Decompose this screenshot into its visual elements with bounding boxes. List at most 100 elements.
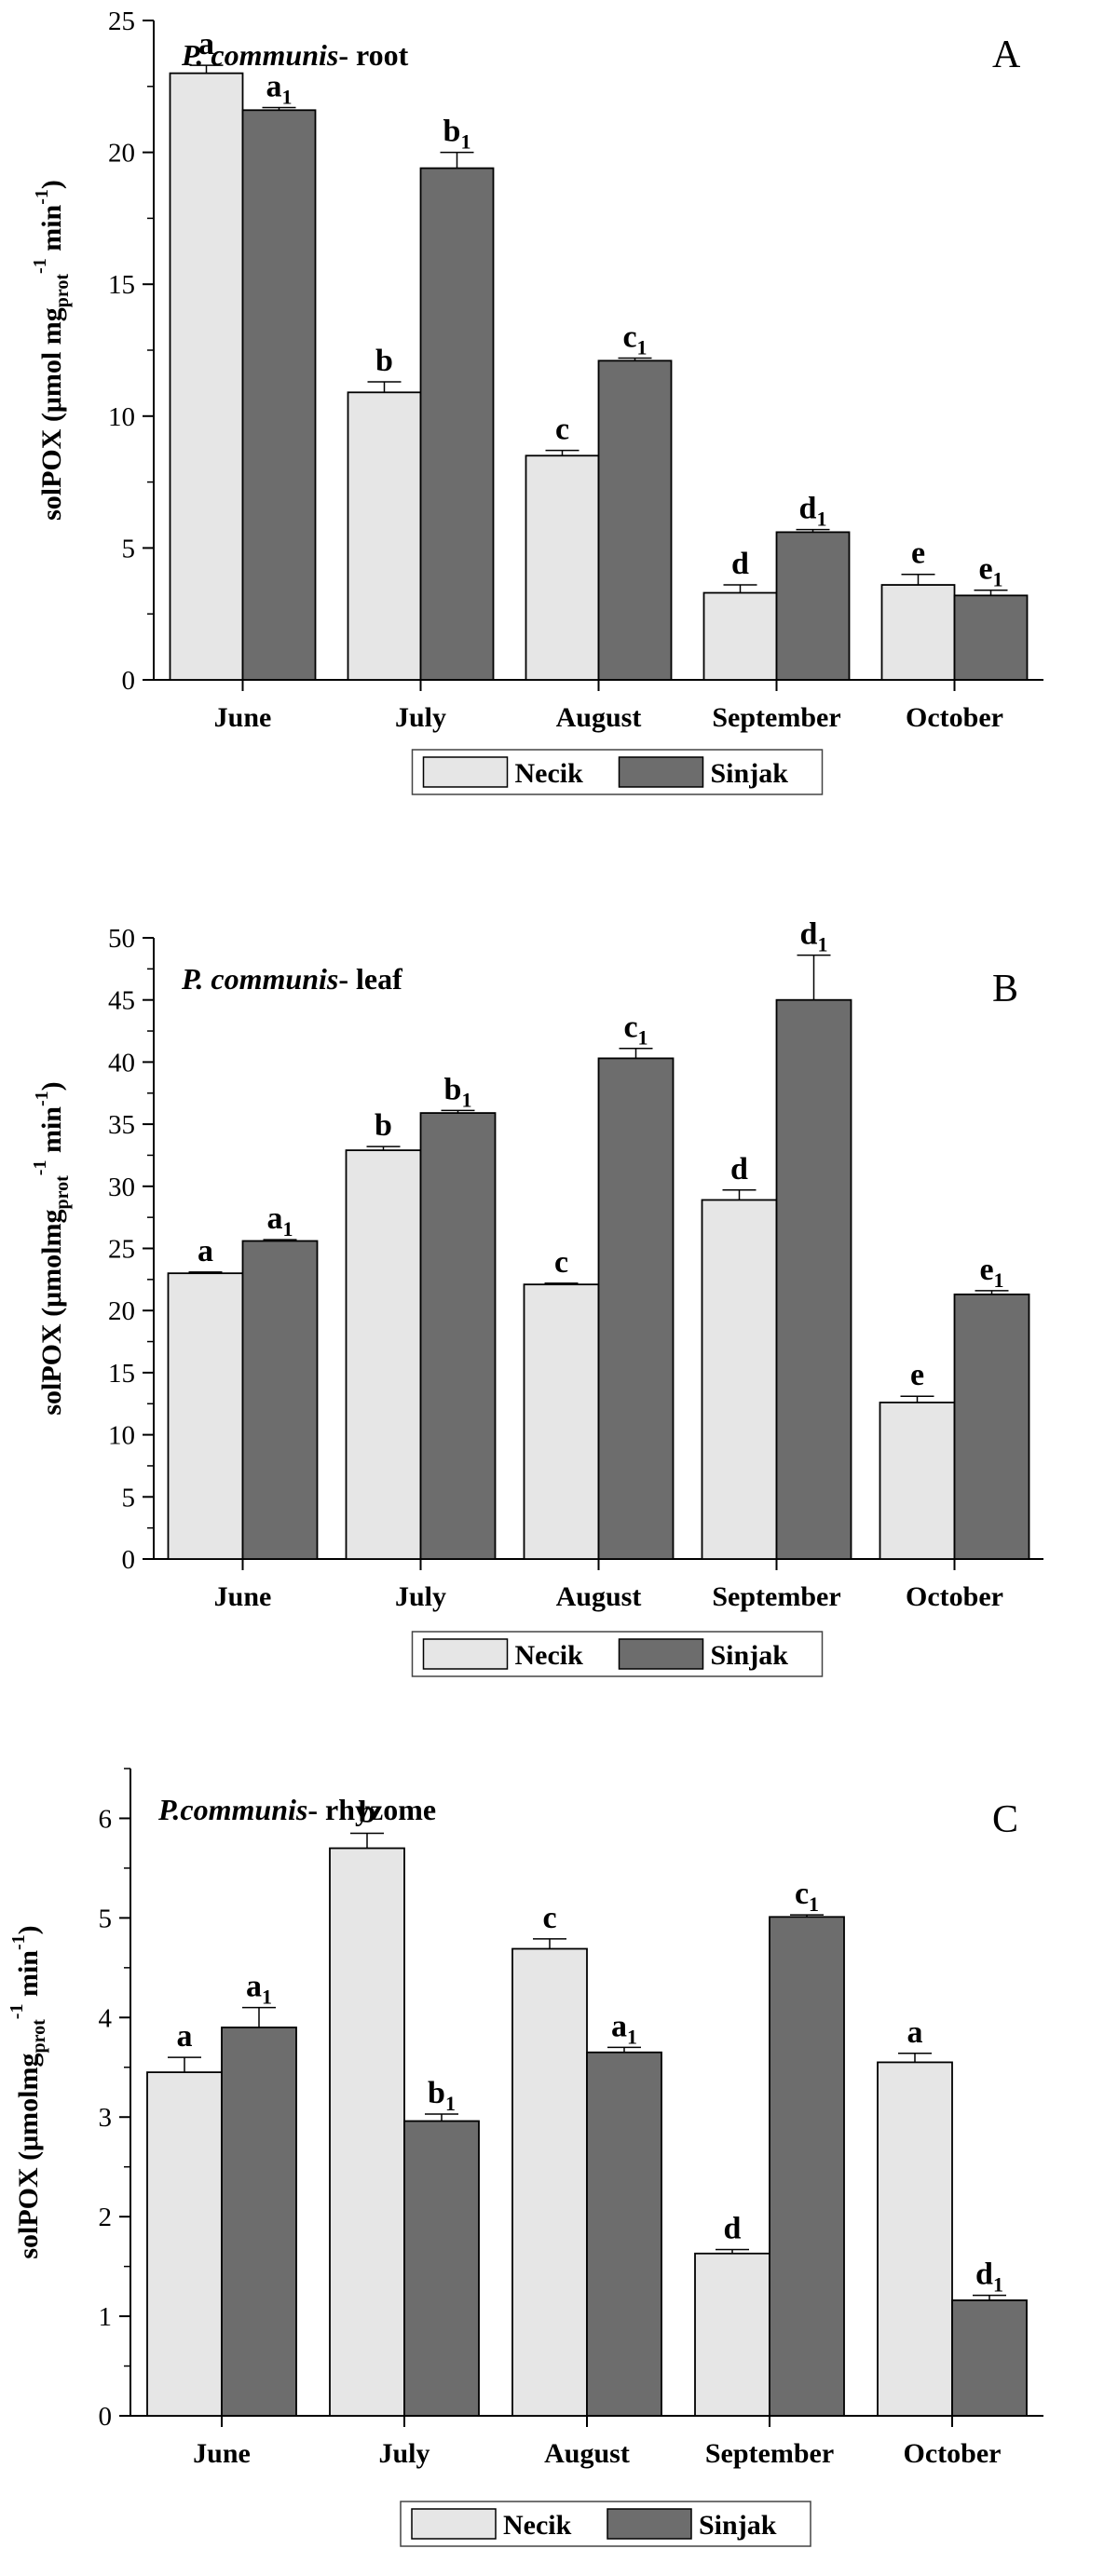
x-tick-label: June [214,1581,272,1612]
y-tick-label: 5 [122,534,136,563]
ylabel-sup: -1 [32,189,52,205]
significance-subscript: 1 [445,2092,456,2115]
significance-letter-text: b [375,1108,392,1143]
bar-necik [694,2252,770,2417]
y-tick-label: 6 [99,1804,113,1834]
legend-swatch [422,1638,509,1670]
title-organ: - leaf [338,962,402,996]
significance-subscript: 1 [809,1892,819,1916]
bar-sinjak [953,1293,1030,1560]
significance-subscript: 1 [993,2273,1003,2297]
significance-letter-text: a [267,1201,283,1236]
bar-necik [525,454,600,681]
bar-necik [702,591,778,681]
bar-sinjak [597,1057,675,1560]
significance-letter: a1 [267,1201,293,1241]
bar-necik [523,1283,600,1560]
x-tick-label: June [193,2438,251,2469]
chart-panel-c: 0 1 2 3 4 5 6 June July August September October a b c… [0,1717,1118,2576]
significance-letter-text: a [198,1234,213,1268]
significance-letter: c1 [795,1877,819,1916]
ylabel-sub: prot [29,2019,49,2054]
significance-letter: c1 [623,1010,648,1050]
ylabel-sub: prot [52,1175,73,1210]
ylabel-close: ) [13,1925,44,1934]
bar-sinjak [953,594,1029,681]
bar-sinjak [775,998,852,1560]
significance-letter: a [198,1234,213,1268]
title-species: P. communis [181,962,338,996]
significance-letter-text: e [979,1253,993,1287]
x-tick-label: August [544,2438,630,2469]
y-tick-label: 45 [108,986,135,1016]
significance-letter: b [375,1108,392,1143]
significance-letter: b1 [428,2076,456,2115]
legend-label: Sinjak [711,1640,789,1671]
significance-letter: a [177,2019,193,2054]
ylabel-main: solPOX (μmolmg [13,2054,44,2259]
y-tick-label: 5 [99,1904,113,1933]
significance-subscript: 1 [460,130,470,154]
y-tick-label: 0 [122,666,136,696]
significance-letter-text: d [975,2257,993,2292]
bar-necik [329,1847,405,2417]
legend-label: Necik [515,1640,584,1671]
significance-letter: b [359,1796,376,1830]
bar-sinjak [775,531,851,681]
x-tick-label: September [712,702,840,733]
significance-letter-text: d [730,1152,748,1186]
bar-necik [880,584,956,681]
significance-letter: a1 [266,69,293,108]
significance-letter-text: a [266,69,282,103]
chart-svg: 0 5 10 15 20 25 30 35 40 45 50 June July August Septem… [30,917,1043,1677]
significance-subscript: 1 [817,933,827,956]
y-tick-label: 10 [108,1421,135,1451]
bar-necik [511,1947,588,2417]
significance-subscript: 1 [637,335,648,359]
significance-letter-text: a [611,2009,627,2043]
significance-subscript: 1 [816,508,826,531]
ylabel-sup: -1 [8,1934,29,1950]
significance-letter: b1 [444,1072,472,1111]
y-tick-label: 0 [122,1545,136,1575]
ylabel-close: ) [36,180,67,189]
y-axis-label: solPOX (μmolmgprot-1 min-1) [7,1925,49,2258]
y-tick-label: 10 [108,402,135,432]
bar-necik [347,391,422,681]
ylabel-tail: min [36,1106,67,1160]
bar-sinjak [586,2051,662,2417]
significance-subscript: 1 [638,1026,648,1050]
significance-subscript: 1 [283,1217,293,1241]
significance-letter-text: b [443,115,461,149]
y-tick-label: 20 [108,1296,135,1326]
significance-letter-text: a [177,2019,193,2054]
significance-letter: d1 [799,492,827,531]
significance-letter: c [555,413,569,447]
ylabel-sub: prot [52,274,73,308]
chart-svg: 0 5 10 15 20 25 June July August September October… [30,7,1043,795]
significance-letter: a [907,2015,923,2050]
x-tick-label: October [906,1581,1003,1612]
significance-letter-text: b [428,2076,445,2110]
chart-title: P. communis- leaf [181,962,402,996]
significance-letter: e [910,1358,924,1392]
x-tick-label: October [904,2438,1002,2469]
x-tick-label: June [214,702,272,733]
significance-letter: b1 [443,115,471,154]
ylabel-main: solPOX (μmolmg [36,1210,67,1416]
significance-letter: e1 [979,1253,1003,1292]
y-tick-label: 15 [108,1359,135,1389]
significance-subscript: 1 [461,1088,471,1111]
ylabel-sup: -1 [30,1160,50,1176]
legend-swatch [618,756,704,788]
y-tick-label: 5 [122,1483,136,1512]
significance-letter-text: a [246,1970,262,2004]
bar-sinjak [419,167,495,681]
bar-necik [169,72,244,681]
significance-letter: d [731,547,749,581]
bar-necik [167,1272,244,1560]
chart-title: P.communis- rhyzome [157,1793,436,1826]
legend-label: Sinjak [711,758,789,789]
legend-label: Sinjak [699,2510,777,2541]
significance-letter: a1 [611,2009,637,2048]
